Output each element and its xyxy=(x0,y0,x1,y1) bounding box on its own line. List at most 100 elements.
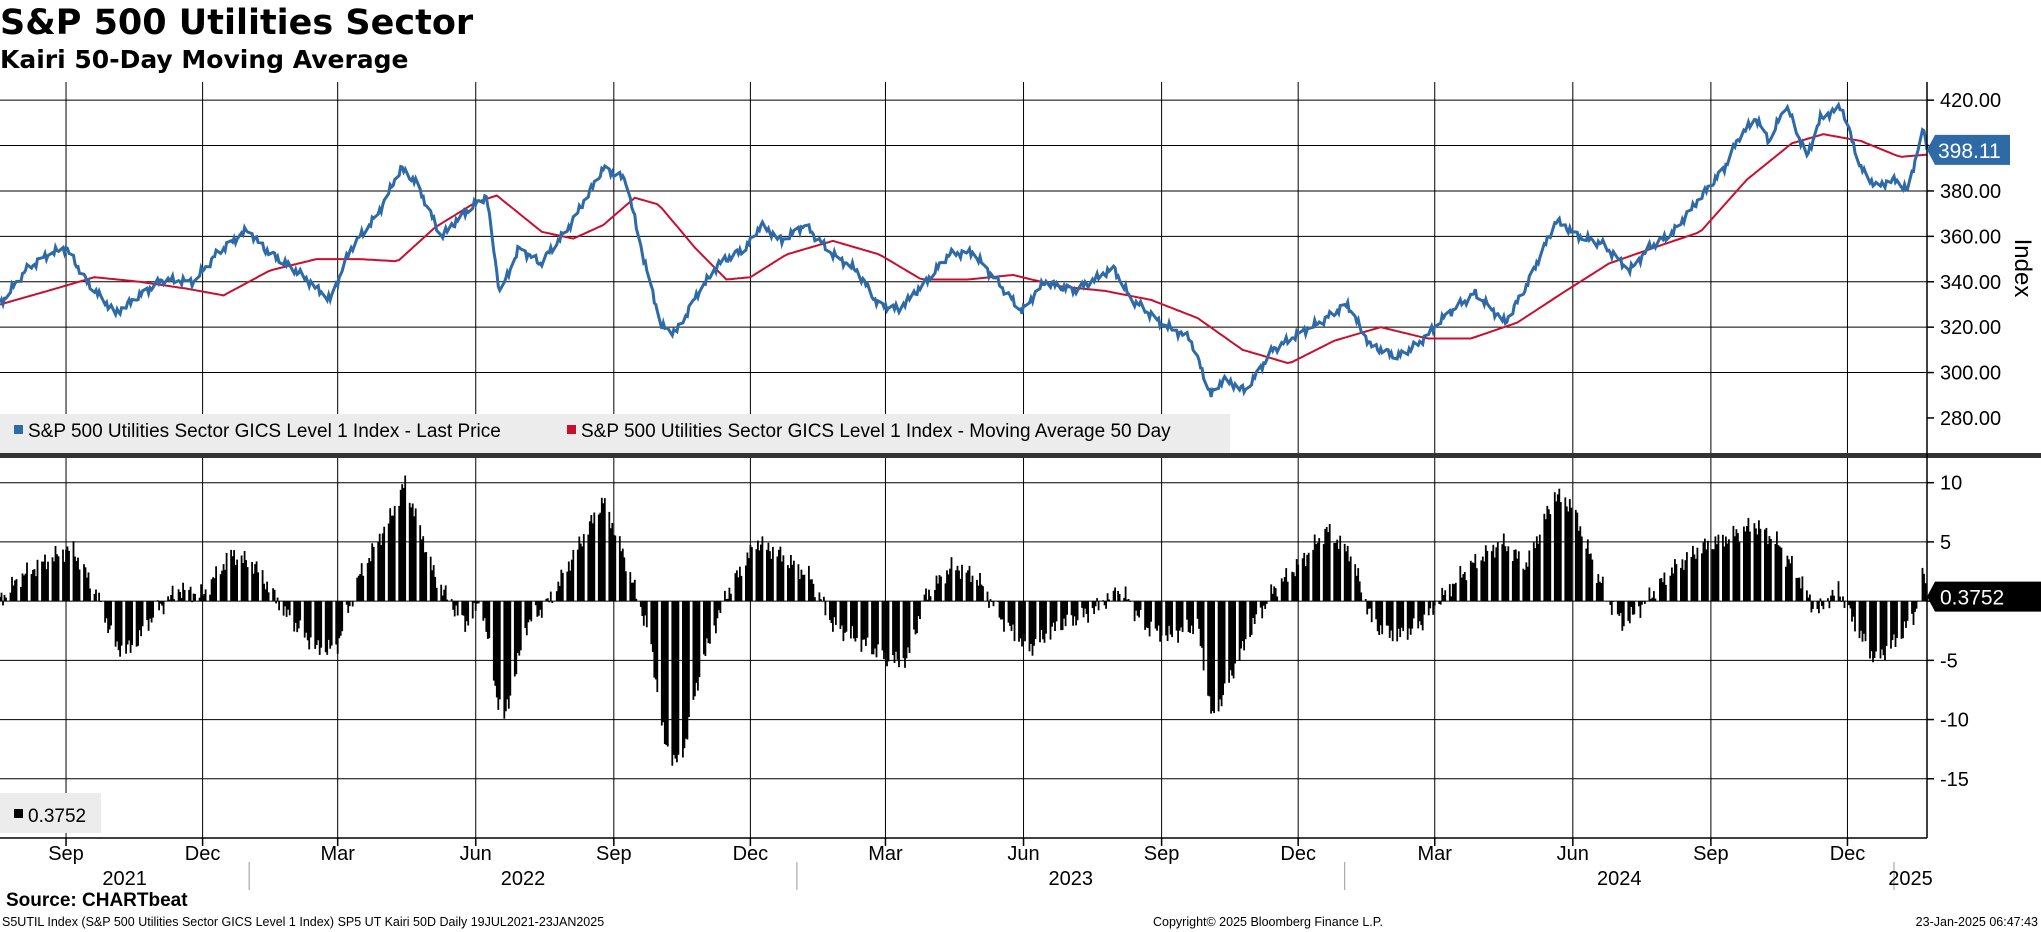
kairi-bar xyxy=(525,601,528,636)
kairi-bar xyxy=(1240,601,1242,649)
kairi-bar xyxy=(1870,601,1873,652)
kairi-bar xyxy=(1911,601,1913,614)
kairi-bar xyxy=(1207,601,1209,696)
kairi-bar xyxy=(1714,536,1717,602)
kairi-bar xyxy=(818,592,821,602)
kairi-bar xyxy=(1586,539,1589,602)
kairi-bar xyxy=(1273,586,1276,602)
kairi-bar xyxy=(1318,538,1321,602)
kairi-bar xyxy=(824,601,827,616)
kairi-bar xyxy=(898,601,900,668)
kairi-bar xyxy=(471,601,474,619)
kairi-bar xyxy=(1902,601,1904,639)
kairi-bar xyxy=(633,579,636,602)
kairi-bar xyxy=(330,601,333,646)
kairi-bar xyxy=(1009,601,1011,626)
y-tick-label: 420.00 xyxy=(1940,90,2001,112)
kairi-bar xyxy=(105,601,108,619)
kairi-bar xyxy=(1612,601,1615,602)
kairi-bar xyxy=(350,601,353,602)
kairi-bar xyxy=(1094,601,1097,607)
kairi-bar xyxy=(1106,593,1109,602)
kairi-bar xyxy=(1232,601,1235,679)
kairi-bar xyxy=(1391,601,1394,642)
kairi-bar xyxy=(1807,597,1810,602)
ma-legend-label: S&P 500 Utilities Sector GICS Level 1 In… xyxy=(581,421,1171,442)
kairi-bar xyxy=(83,564,85,602)
kairi-bar xyxy=(937,583,939,602)
y-tick-label: -5 xyxy=(1940,650,1958,672)
kairi-bar xyxy=(991,601,993,602)
kairi-bar xyxy=(488,601,491,639)
kairi-bar xyxy=(168,599,171,602)
kairi-bar xyxy=(410,507,413,602)
kairi-bar xyxy=(1181,601,1184,633)
kairi-bar xyxy=(940,576,942,602)
kairi-bar xyxy=(420,539,423,602)
footer-description: S5UTIL Index (S&P 500 Utilities Sector G… xyxy=(2,915,605,929)
kairi-bar xyxy=(1433,601,1436,606)
kairi-bar xyxy=(1618,601,1621,616)
kairi-bar xyxy=(1788,559,1790,602)
kairi-bar xyxy=(320,601,323,648)
kairi-bar xyxy=(1559,502,1562,602)
kairi-bar xyxy=(1285,568,1288,602)
y-tick-label: -10 xyxy=(1940,710,1969,732)
kairi-bar xyxy=(288,601,291,616)
kairi-bar xyxy=(716,601,719,619)
kairi-bar xyxy=(1066,601,1068,615)
kairi-bar xyxy=(863,601,866,640)
kairi-bar xyxy=(1145,601,1148,628)
kairi-bar xyxy=(246,567,249,602)
kairi-bar xyxy=(1408,601,1411,629)
kairi-bar xyxy=(1576,512,1579,602)
kairi-bar xyxy=(477,601,480,604)
kairi-bar xyxy=(135,601,138,647)
kairi-bar xyxy=(1412,601,1415,619)
kairi-bar xyxy=(728,587,731,602)
kairi-bar xyxy=(1021,601,1023,647)
kairi-bar xyxy=(1450,596,1453,602)
kairi-bar xyxy=(1325,527,1328,602)
kairi-bar xyxy=(1345,551,1348,602)
kairi-bar xyxy=(276,597,279,602)
kairi-bar xyxy=(745,565,747,602)
kairi-bar xyxy=(1480,560,1483,602)
kairi-bar xyxy=(835,601,837,625)
kairi-bar xyxy=(233,550,235,602)
kairi-bar xyxy=(204,589,207,602)
kairi-bar xyxy=(734,573,737,602)
kairi-bar xyxy=(1547,509,1550,602)
kairi-bar xyxy=(1049,601,1052,640)
kairi-bar xyxy=(389,508,392,602)
kairi-bar xyxy=(287,601,289,610)
kairi-bar xyxy=(93,594,96,602)
kairi-bar xyxy=(339,601,342,636)
kairi-bar xyxy=(992,601,995,607)
kairi-bar xyxy=(1744,531,1747,602)
kairi-bar xyxy=(1537,543,1540,602)
kairi-bar xyxy=(1228,601,1230,683)
kairi-bar xyxy=(296,601,299,633)
kairi-bar xyxy=(1483,561,1486,602)
kairi-bar xyxy=(1244,601,1247,640)
kairi-bar xyxy=(602,503,605,602)
kairi-bar xyxy=(1726,543,1729,602)
kairi-bar xyxy=(1085,601,1088,614)
kairi-bar xyxy=(1663,572,1666,602)
kairi-bar xyxy=(308,601,311,650)
kairi-bar xyxy=(651,601,654,652)
kairi-bar xyxy=(167,596,169,602)
kairi-bar xyxy=(1177,601,1179,643)
kairi-bar xyxy=(755,549,758,602)
kairi-bar xyxy=(47,561,49,602)
kairi-bar xyxy=(0,596,1,602)
kairi-bar xyxy=(644,601,647,616)
kairi-bar xyxy=(599,512,602,602)
kairi-bar xyxy=(1567,511,1570,602)
kairi-bar xyxy=(697,601,699,691)
kairi-bar xyxy=(770,558,773,602)
kairi-bar xyxy=(315,601,318,646)
kairi-bar xyxy=(125,601,127,654)
